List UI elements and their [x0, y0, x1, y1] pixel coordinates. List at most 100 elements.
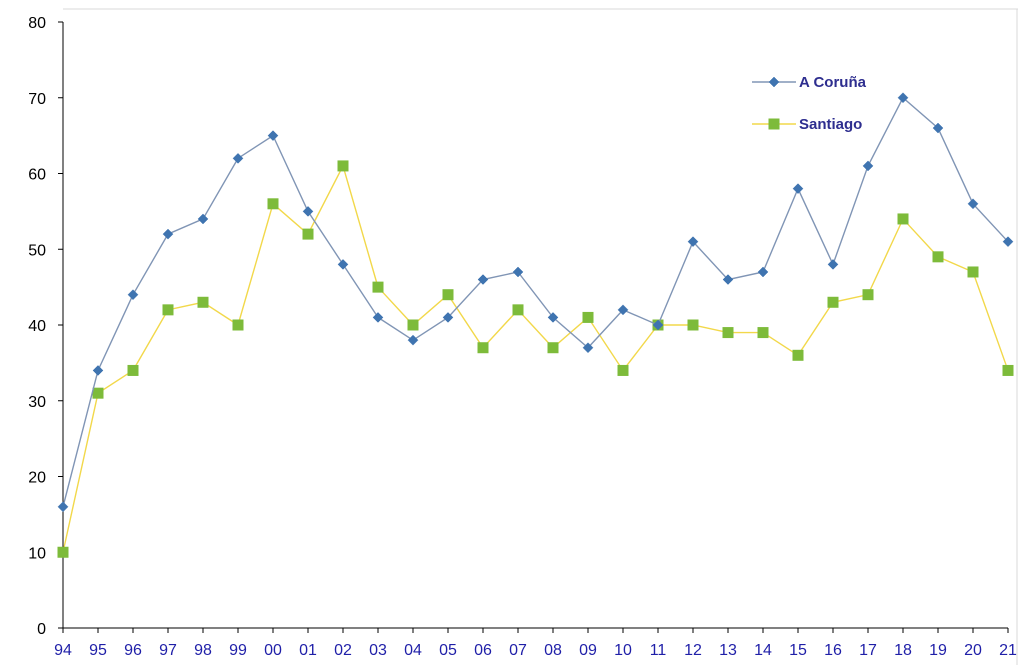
- data-point-diamond: [512, 266, 524, 278]
- data-point-diamond: [337, 259, 349, 270]
- x-tick-label: 95: [89, 642, 107, 659]
- x-tick-label: 19: [929, 642, 947, 659]
- x-tick-label: 03: [369, 642, 387, 659]
- data-point-diamond: [687, 236, 699, 248]
- data-point-diamond: [617, 304, 629, 316]
- data-point-diamond: [862, 160, 874, 172]
- x-tick-label: 15: [789, 642, 807, 659]
- x-tick-label: 16: [824, 642, 842, 659]
- data-point-diamond: [197, 213, 209, 225]
- x-tick-label: 20: [964, 642, 982, 659]
- x-tick-label: 05: [439, 642, 457, 659]
- data-point-diamond: [232, 152, 244, 164]
- data-point-diamond: [162, 228, 174, 240]
- legend: A Coruña Santiago: [752, 74, 867, 133]
- data-point-square: [267, 198, 279, 210]
- data-point-square: [92, 387, 104, 399]
- x-tick-label: 11: [650, 642, 667, 659]
- data-point-square: [162, 304, 174, 316]
- x-tick-label: 06: [474, 642, 492, 659]
- legend-label: A Coruña: [799, 74, 867, 91]
- x-tick-label: 96: [124, 642, 142, 659]
- data-point-square: [967, 266, 979, 278]
- data-point-diamond: [722, 274, 734, 285]
- y-tick-label: 80: [28, 15, 46, 32]
- data-point-diamond: [477, 274, 489, 285]
- data-point-square: [932, 251, 944, 263]
- x-tick-label: 04: [404, 642, 422, 659]
- x-tick-label: 98: [194, 642, 212, 659]
- data-point-diamond: [967, 198, 979, 210]
- series-santiago: [57, 160, 1014, 558]
- x-tick-label: 10: [614, 642, 632, 659]
- y-tick-label: 10: [28, 545, 46, 562]
- x-tick-label: 21: [999, 642, 1017, 659]
- x-tick-label: 17: [859, 642, 877, 659]
- data-point-square: [1002, 364, 1014, 376]
- data-point-square: [757, 327, 769, 339]
- data-point-square: [442, 289, 454, 301]
- data-point-square: [582, 311, 594, 323]
- legend-marker: [768, 76, 780, 88]
- x-tick-label: 02: [334, 642, 352, 659]
- x-tick-label: 97: [159, 642, 177, 659]
- data-point-diamond: [932, 122, 944, 134]
- x-tick-label: 00: [264, 642, 282, 659]
- data-point-diamond: [652, 319, 664, 331]
- data-point-square: [407, 319, 419, 331]
- data-point-diamond: [442, 312, 454, 323]
- data-point-diamond: [897, 92, 909, 104]
- data-point-square: [547, 342, 559, 354]
- x-tick-label: 13: [719, 642, 737, 659]
- data-point-square: [57, 546, 69, 558]
- data-point-square: [897, 213, 909, 225]
- data-point-diamond: [792, 183, 804, 195]
- legend-item: Santiago: [752, 116, 862, 133]
- data-point-diamond: [92, 365, 104, 376]
- y-tick-label: 50: [28, 242, 46, 259]
- y-tick-label: 60: [28, 167, 46, 184]
- data-point-square: [722, 327, 734, 339]
- data-point-square: [617, 364, 629, 376]
- data-point-diamond: [267, 130, 279, 141]
- data-point-diamond: [302, 206, 314, 217]
- data-point-square: [127, 364, 139, 376]
- series-line: [62, 164, 1009, 553]
- legend-marker: [768, 118, 780, 130]
- data-point-diamond: [757, 266, 769, 278]
- x-tick-label: 18: [894, 642, 912, 659]
- y-tick-label: 40: [28, 318, 46, 335]
- x-tick-label: 94: [54, 642, 72, 659]
- data-point-square: [337, 160, 349, 172]
- series-a-coruna: [57, 92, 1014, 513]
- data-point-diamond: [582, 342, 594, 354]
- y-tick-label: 30: [28, 394, 46, 411]
- data-point-diamond: [372, 312, 384, 323]
- data-point-diamond: [407, 334, 419, 346]
- legend-item: A Coruña: [752, 74, 867, 91]
- x-tick-label: 14: [754, 642, 772, 659]
- data-point-square: [232, 319, 244, 331]
- x-tick-label: 08: [544, 642, 562, 659]
- x-tick-label: 09: [579, 642, 597, 659]
- data-point-square: [197, 296, 209, 308]
- x-tick-label: 12: [684, 642, 702, 659]
- data-point-diamond: [57, 501, 69, 513]
- y-tick-label: 0: [37, 621, 46, 638]
- data-point-square: [827, 296, 839, 308]
- axes: 0 10 20 30 40 50 60 70 80 94 95 96 97 98 99 00 01 02 03 04 0…: [28, 15, 1017, 659]
- data-point-square: [687, 319, 699, 331]
- y-tick-label: 20: [28, 470, 46, 487]
- data-point-square: [792, 349, 804, 361]
- x-tick-label: 01: [299, 642, 317, 659]
- data-point-square: [302, 228, 314, 240]
- legend-label: Santiago: [799, 116, 862, 133]
- y-tick-label: 70: [28, 91, 46, 108]
- data-point-diamond: [127, 289, 139, 301]
- x-tick-label: 07: [509, 642, 527, 659]
- data-point-diamond: [547, 312, 559, 323]
- data-point-square: [372, 281, 384, 293]
- data-point-diamond: [1002, 236, 1014, 248]
- series-layer: [57, 92, 1014, 558]
